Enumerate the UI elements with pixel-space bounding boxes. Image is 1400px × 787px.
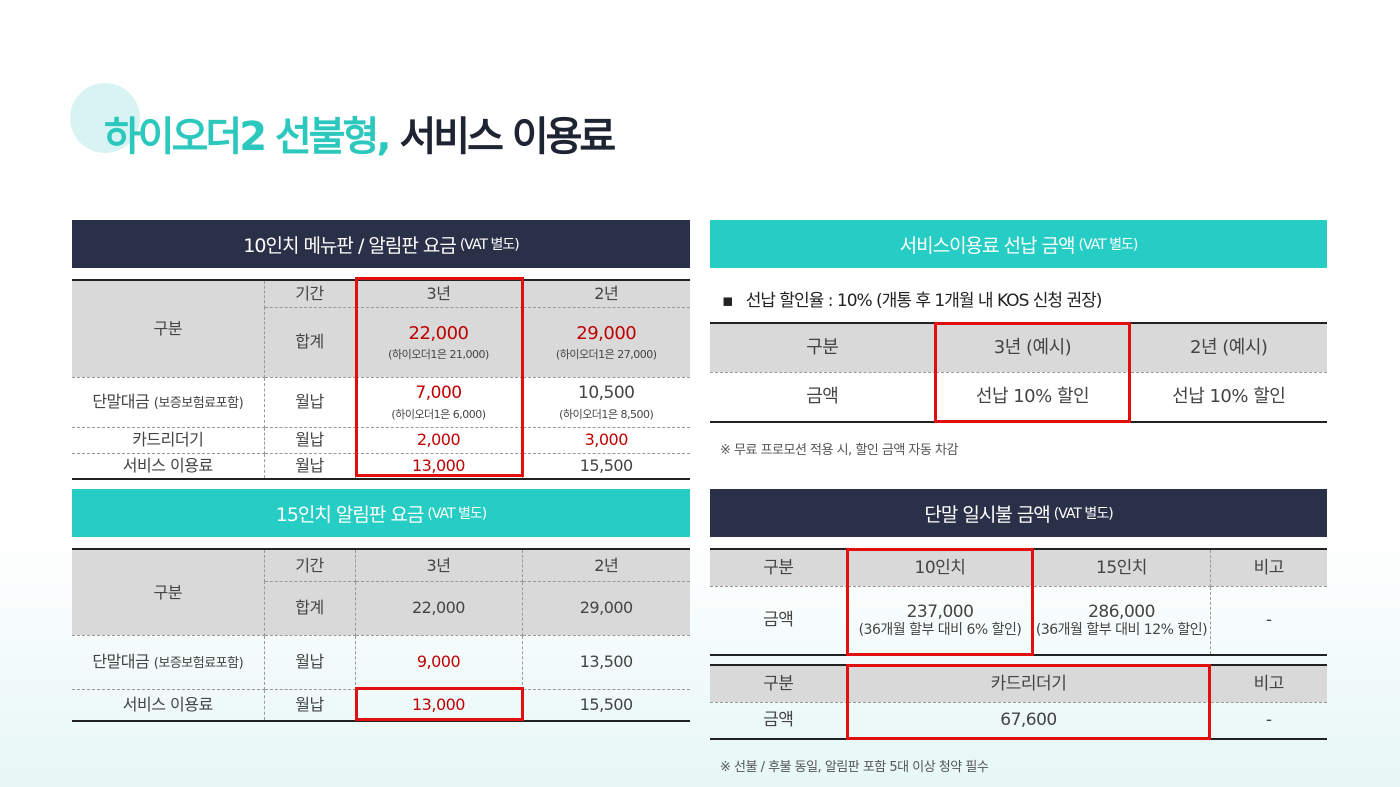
page-title: 하이오더2 선불형, 서비스 이용료 <box>104 104 617 162</box>
row-label: 단말대금 <box>92 392 150 412</box>
value: 22,000 <box>408 322 469 344</box>
value: 10,500 <box>578 383 635 404</box>
value-note: (36개월 할부 대비 6% 할인) <box>858 622 1022 639</box>
value: 7,000 <box>415 383 462 404</box>
bullet-text: 선납 할인율 : 10% (개통 후 1개월 내 KOS 신청 권장) <box>745 291 1103 311</box>
cell: - <box>1210 702 1327 740</box>
value-note: (하이오더1은 27,000) <box>555 348 657 362</box>
cell: 서비스 이용료 <box>72 689 265 722</box>
prepay-note: ※ 무료 프로모션 적용 시, 할인 금액 자동 차감 <box>720 443 958 458</box>
vat-label: (VAT 별도) <box>459 237 520 253</box>
table-10inch: 구분 기간 3년 2년 합계 22,000 (하이오더1은 21,000) 29,000 (하… <box>72 279 690 480</box>
cell: 13,500 <box>522 635 690 690</box>
cell: 237,000 (36개월 할부 대비 6% 할인) <box>847 586 1034 656</box>
title-part1: 하이오더2 선불형, <box>104 114 392 160</box>
cell: 2년 <box>522 549 690 582</box>
table-prepay: 구분 3년 (예시) 2년 (예시) 금액 선납 10% 할인 선납 10% 할인 <box>710 322 1327 423</box>
cell: 구분 <box>710 323 936 373</box>
value-note: (하이오더1은 21,000) <box>388 348 489 362</box>
highlight-box <box>846 664 1211 740</box>
cell: 2년 <box>522 280 690 308</box>
cell: 카드리더기 <box>847 665 1211 703</box>
table-lump-card: 구분 카드리더기 비고 금액 67,600- <box>710 664 1327 740</box>
cell: 3,000 <box>522 427 690 454</box>
cell: 29,000 (하이오더1은 27,000) <box>522 307 690 378</box>
cell: 카드리더기 <box>72 427 265 454</box>
value: 29,000 <box>576 322 637 344</box>
vat-label: (VAT 별도) <box>1053 506 1114 522</box>
cell: 서비스 이용료 <box>72 453 265 480</box>
cell: 비고 <box>1210 665 1327 703</box>
vat-label: (VAT 별도) <box>427 506 487 522</box>
lump-header: 단말 일시불 금액 (VAT 별도) <box>710 489 1327 537</box>
table-15inch: 구분 기간 3년 2년 합계 22,000 29,000 단말대금 (보증보험료포함) 월납… <box>72 548 690 722</box>
cell: 월납 <box>264 427 356 454</box>
table-lump-device: 구분 10인치 15인치 비고 금액 237,000 (36개월 할부 대비 6% 할인)… <box>710 548 1327 656</box>
value-note: (하이오더1은 6,000) <box>391 407 486 421</box>
highlight-box <box>934 322 1131 423</box>
cell: 구분 <box>72 549 265 636</box>
cell: 월납 <box>264 689 356 722</box>
cell: 10인치 <box>847 549 1034 587</box>
cell: 10,500 (하이오더1은 8,500) <box>522 377 690 428</box>
row-label: 단말대금 <box>92 652 150 672</box>
cell: 선납 10% 할인 <box>1130 372 1327 423</box>
cell: 합계 <box>264 307 356 378</box>
cell: 286,000 (36개월 할부 대비 12% 할인) <box>1033 586 1211 656</box>
row-label-sub: (보증보험료포함) <box>153 656 244 672</box>
cell: 월납 <box>264 635 356 690</box>
value: 286,000 <box>1088 601 1155 622</box>
cell: 15인치 <box>1033 549 1211 587</box>
cell: 기간 <box>264 280 356 308</box>
title-part2: 서비스 이용료 <box>399 114 617 160</box>
cell: 금액 <box>710 702 848 740</box>
cell: 선납 10% 할인 <box>935 372 1131 423</box>
cell: - <box>1210 586 1327 656</box>
table15-title: 15인치 알림판 요금 <box>275 503 425 526</box>
cell: 구분 <box>710 665 848 703</box>
cell: 9,000 <box>355 635 523 690</box>
cell: 15,500 <box>522 453 690 480</box>
cell: 3년 (예시) <box>935 323 1131 373</box>
prepay-bullet: ▪ 선납 할인율 : 10% (개통 후 1개월 내 KOS 신청 권장) <box>722 291 1103 311</box>
cell: 3년 <box>355 549 523 582</box>
row-label-sub: (보증보험료포함) <box>153 396 244 412</box>
cell: 3년 <box>355 280 523 308</box>
value-note: (36개월 할부 대비 12% 할인) <box>1035 622 1208 639</box>
cell: 비고 <box>1210 549 1327 587</box>
value-note: (하이오더1은 8,500) <box>559 407 654 421</box>
cell: 22,000 (하이오더1은 21,000) <box>355 307 523 378</box>
cell: 구분 <box>710 549 848 587</box>
cell: 22,000 <box>355 581 523 636</box>
vat-label: (VAT 별도) <box>1078 237 1139 253</box>
cell: 기간 <box>264 549 356 582</box>
cell: 단말대금 (보증보험료포함) <box>72 377 265 428</box>
prepay-title: 서비스이용료 선납 금액 <box>899 234 1076 257</box>
cell: 월납 <box>264 377 356 428</box>
cell: 금액 <box>710 586 848 656</box>
lump-title: 단말 일시불 금액 <box>924 503 1050 526</box>
table10-title: 10인치 메뉴판 / 알림판 요금 <box>243 234 457 257</box>
cell: 금액 <box>710 372 936 423</box>
table15-header: 15인치 알림판 요금 (VAT 별도) <box>72 489 690 537</box>
cell: 29,000 <box>522 581 690 636</box>
cell: 2년 (예시) <box>1130 323 1327 373</box>
value: 237,000 <box>906 601 974 622</box>
highlight-box <box>846 548 1034 656</box>
cell: 2,000 <box>355 427 523 454</box>
cell: 합계 <box>264 581 356 636</box>
highlight-box <box>355 277 524 477</box>
cell: 7,000 (하이오더1은 6,000) <box>355 377 523 428</box>
cell: 67,600 <box>847 702 1211 740</box>
title-decoration-circle <box>70 83 140 153</box>
table10-header: 10인치 메뉴판 / 알림판 요금 (VAT 별도) <box>72 220 690 268</box>
cell: 단말대금 (보증보험료포함) <box>72 635 265 690</box>
cell: 구분 <box>72 280 265 378</box>
cell: 15,500 <box>522 689 690 722</box>
prepay-header: 서비스이용료 선납 금액 (VAT 별도) <box>710 220 1327 268</box>
lump-note: ※ 선불 / 후불 동일, 알림판 포함 5대 이상 청약 필수 <box>720 760 989 775</box>
cell: 월납 <box>264 453 356 480</box>
highlight-box <box>355 687 524 721</box>
